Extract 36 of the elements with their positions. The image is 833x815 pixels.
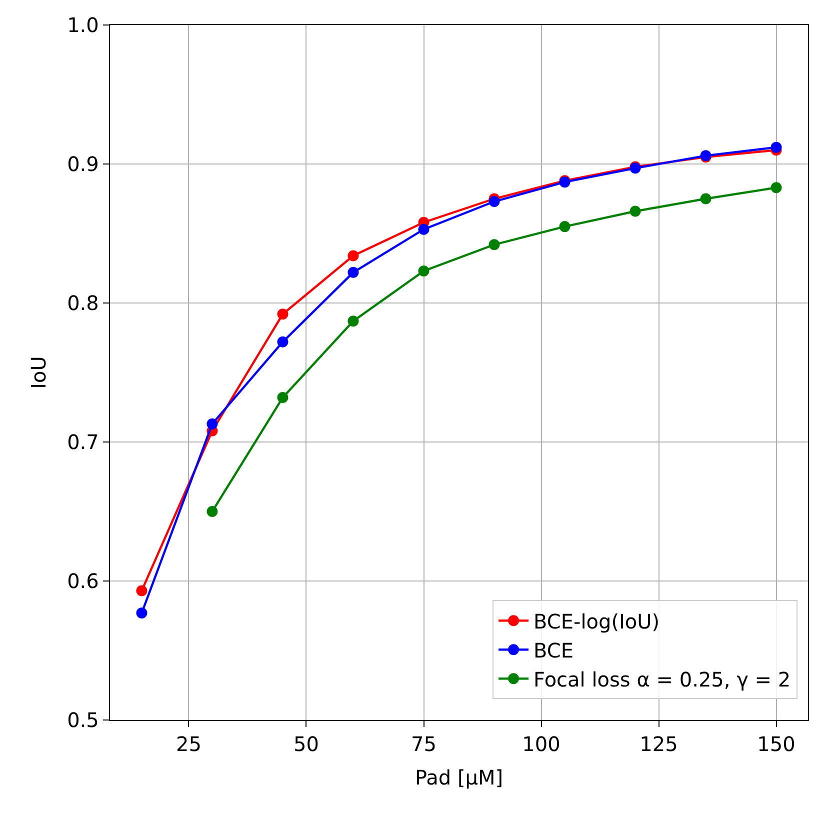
point [136,607,148,618]
point [630,206,641,217]
y-tick-label: 1.0 [67,13,99,37]
point [770,142,782,153]
point [559,221,570,232]
point [488,239,500,250]
point [277,392,288,404]
point [277,308,288,320]
x-tick-label: 100 [522,732,560,756]
y-tick-label: 0.9 [67,152,99,176]
point [136,585,148,596]
legend-label: BCE-log(IoU) [534,609,660,634]
x-tick-label: 75 [411,732,436,756]
legend-label: BCE [534,638,574,662]
y-tick-label: 0.5 [67,708,99,732]
y-axis-title: IoU [26,356,51,389]
point [348,250,359,262]
point [277,336,288,348]
x-tick-label: 150 [757,732,796,756]
point [206,506,218,517]
y-tick-label: 0.6 [67,569,99,593]
point [418,224,430,235]
point [770,182,782,194]
point [348,266,359,278]
point [206,418,218,430]
x-tick-label: 25 [176,732,202,756]
legend-label: Focal loss α = 0.25, γ = 2 [534,667,791,692]
point [488,196,500,208]
point [348,316,359,327]
y-tick-label: 0.7 [67,430,99,454]
x-axis-title: Pad [μM] [414,766,504,790]
point [418,266,430,277]
y-tick-label: 0.8 [67,291,99,315]
point [700,193,712,204]
x-tick-label: 50 [294,732,319,756]
x-tick-label: 125 [640,732,678,756]
